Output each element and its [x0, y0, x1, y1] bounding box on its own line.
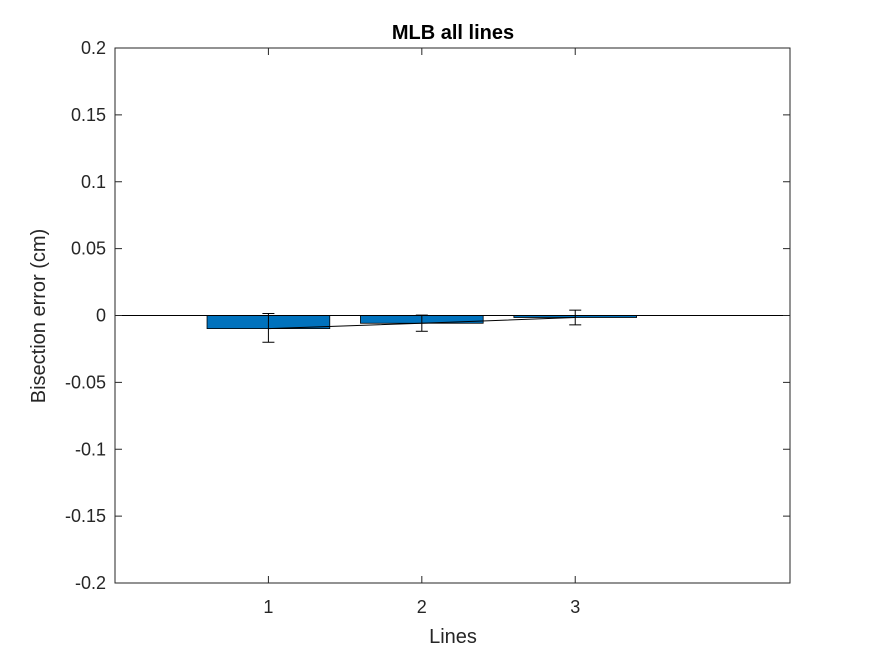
y-tick-label: 0: [96, 306, 106, 326]
y-tick-label: -0.2: [75, 573, 106, 593]
x-tick-label: 3: [570, 597, 580, 617]
y-tick-label: 0.2: [81, 38, 106, 58]
x-axis: 1 2 3: [263, 48, 580, 617]
y-axis-label: Bisection error (cm): [28, 229, 50, 403]
y-tick-label: -0.05: [65, 372, 106, 392]
chart-title: MLB all lines: [392, 22, 514, 44]
y-tick-label: 0.1: [81, 172, 106, 192]
x-tick-label: 2: [417, 597, 427, 617]
y-tick-label: -0.15: [65, 506, 106, 526]
y-tick-label: 0.05: [71, 239, 106, 259]
y-tick-label: -0.1: [75, 439, 106, 459]
y-tick-label: 0.15: [71, 105, 106, 125]
x-tick-label: 1: [263, 597, 273, 617]
x-axis-label: Lines: [429, 626, 477, 648]
y-axis: 0.2 0.15 0.1 0.05 0 -0.05 -0.1 -0.15 -0.2: [65, 38, 790, 593]
plot-layer: [115, 309, 790, 343]
